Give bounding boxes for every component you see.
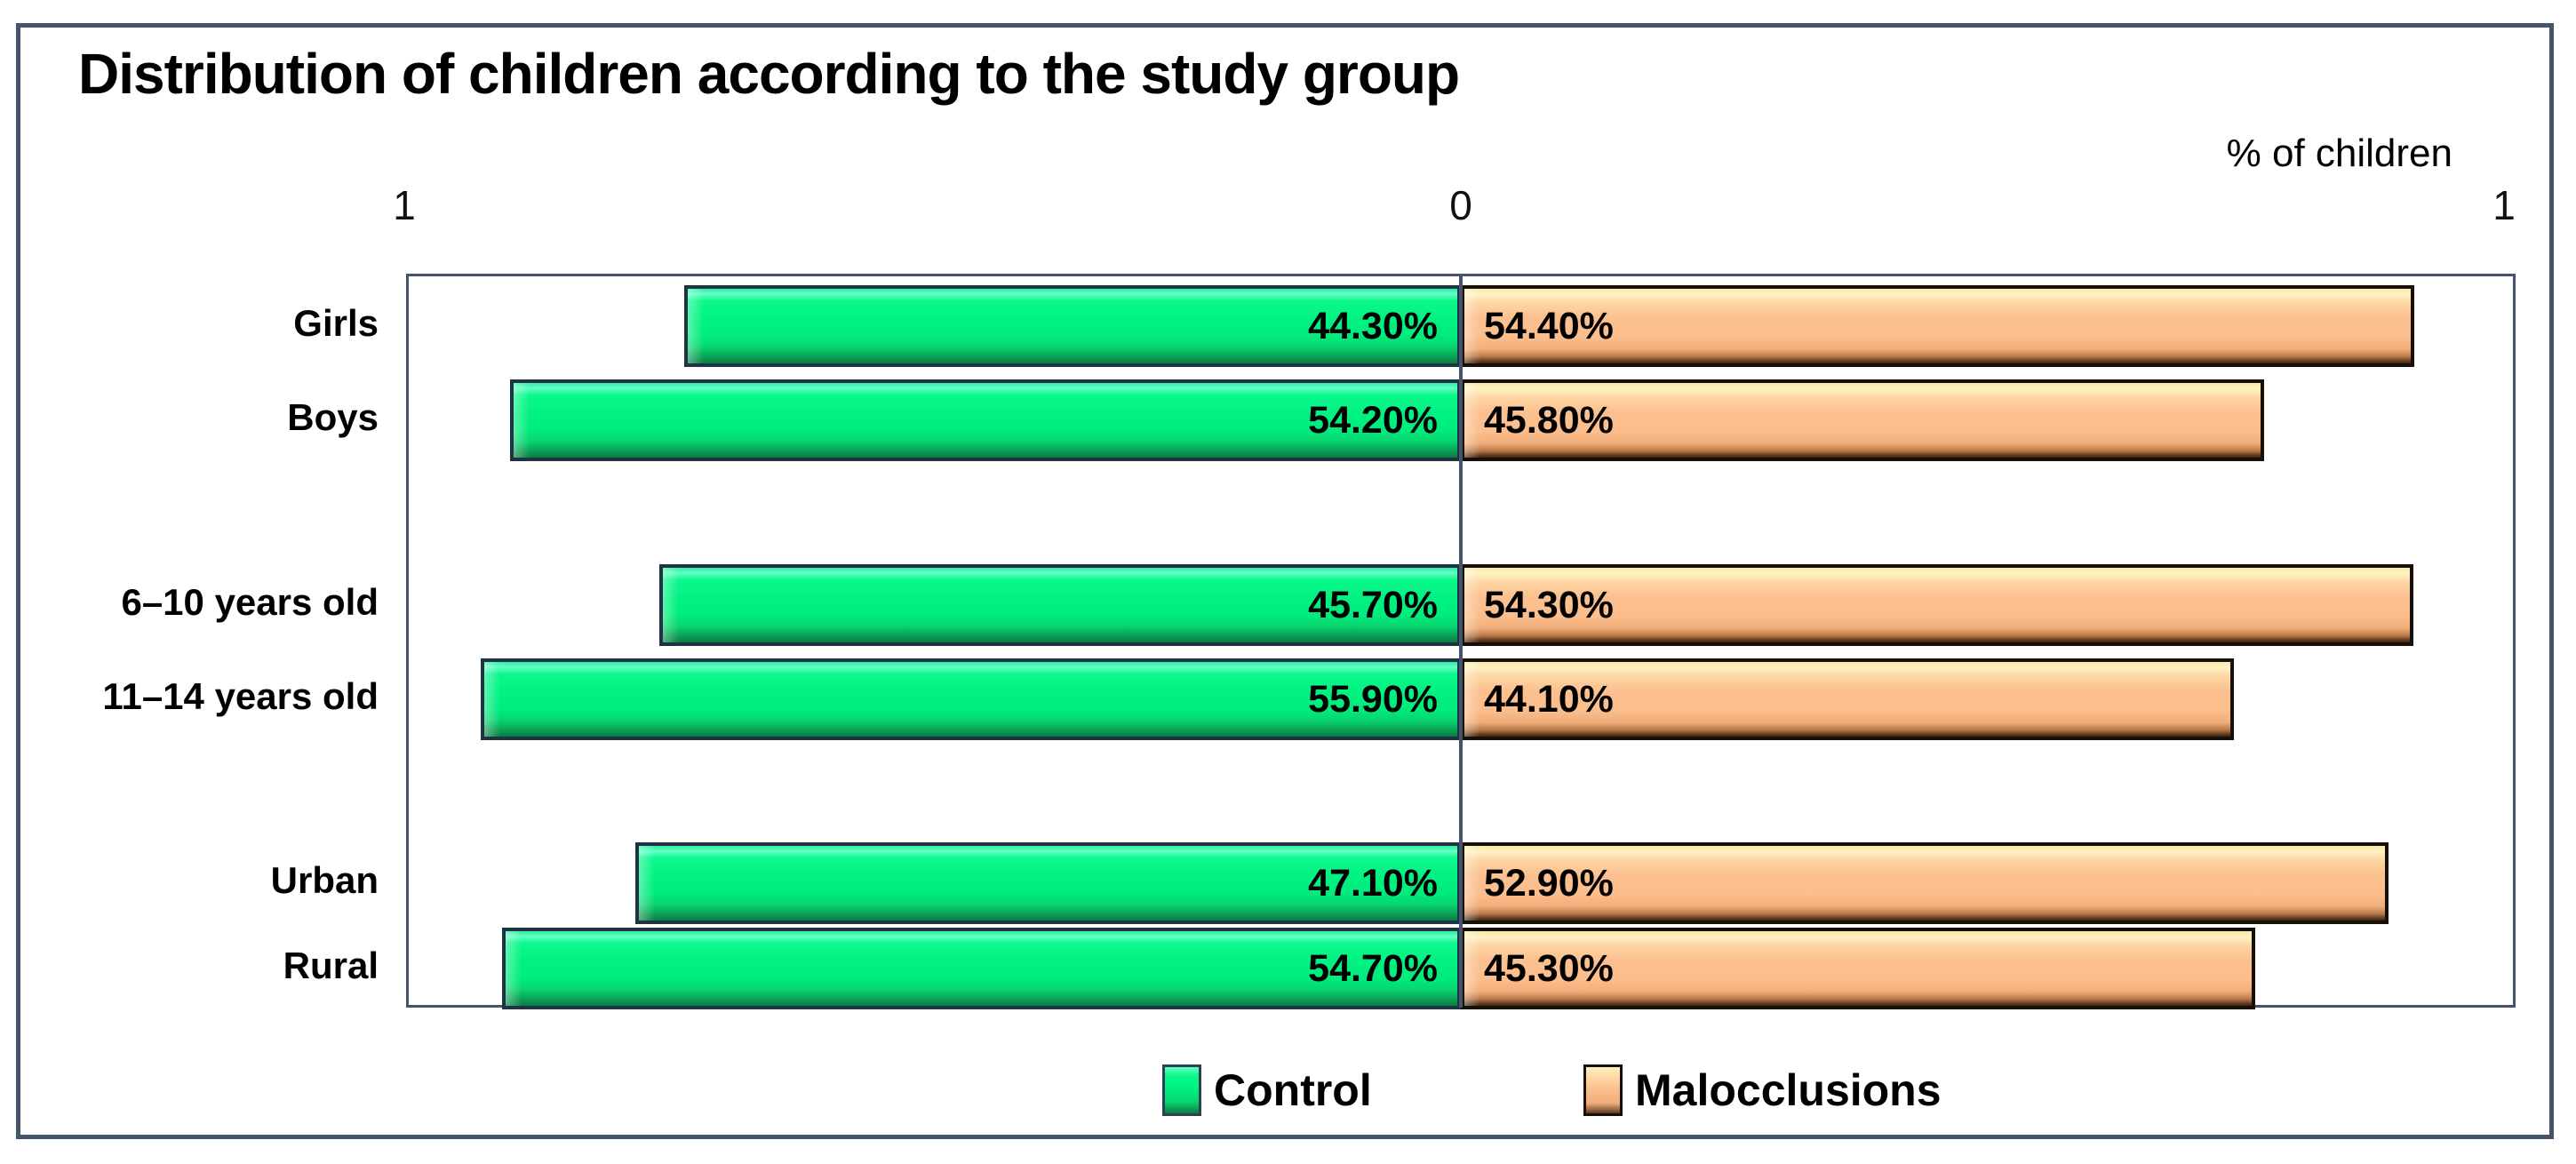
category-label: Urban: [270, 859, 379, 901]
control-value-label: 45.70%: [1308, 583, 1438, 626]
malocclusions-value-label: 44.10%: [1484, 677, 1614, 721]
malocclusions-value-label: 45.30%: [1484, 946, 1614, 990]
malocclusions-legend-label: Malocclusions: [1635, 1065, 1942, 1115]
category-label: 6–10 years old: [121, 581, 379, 623]
axis-tick-left: 1: [393, 182, 416, 228]
plot-area: 44.30% 54.40% 54.20% 45.80% 45.70% 54.30% 55.9…: [406, 274, 2516, 1009]
control-legend-label: Control: [1214, 1065, 1372, 1115]
category-label: 11–14 years old: [102, 675, 379, 717]
axis-tick-center: 0: [1449, 182, 1472, 228]
malocclusions-bar: 54.30%: [1461, 564, 2413, 646]
malocclusions-bar: 54.40%: [1461, 285, 2415, 367]
control-bar: 55.90%: [480, 658, 1461, 740]
malocclusions-legend-swatch: [1583, 1064, 1623, 1116]
malocclusions-value-label: 54.30%: [1484, 583, 1614, 626]
chart-title: Distribution of children according to th…: [78, 42, 1460, 106]
control-value-label: 54.70%: [1308, 946, 1438, 990]
control-value-label: 44.30%: [1308, 304, 1438, 347]
chart-frame: [16, 23, 2554, 1139]
control-value-label: 55.90%: [1308, 677, 1438, 721]
malocclusions-bar: 45.80%: [1461, 379, 2264, 461]
category-label: Rural: [283, 945, 379, 986]
control-value-label: 47.10%: [1308, 861, 1438, 905]
legend-item-malocclusions: Malocclusions: [1583, 1059, 1942, 1121]
control-value-label: 54.20%: [1308, 398, 1438, 442]
malocclusions-bar: 52.90%: [1461, 842, 2389, 924]
control-legend-swatch: [1162, 1064, 1201, 1116]
axis-unit-label: % of children: [2226, 132, 2452, 175]
zero-axis-line: [1459, 274, 1463, 1008]
category-label: Girls: [293, 302, 379, 344]
axis-tick-right: 1: [2492, 182, 2516, 228]
malocclusions-value-label: 52.90%: [1484, 861, 1614, 905]
control-bar: 54.20%: [510, 379, 1461, 461]
control-bar: 47.10%: [634, 842, 1461, 924]
malocclusions-bar: 45.30%: [1461, 928, 2255, 1009]
malocclusions-bar: 44.10%: [1461, 658, 2235, 740]
control-bar: 45.70%: [659, 564, 1461, 646]
malocclusions-value-label: 54.40%: [1484, 304, 1614, 347]
legend-item-control: Control: [1162, 1059, 1372, 1121]
control-bar: 54.70%: [501, 928, 1461, 1009]
category-label: Boys: [287, 396, 379, 438]
control-bar: 44.30%: [683, 285, 1461, 367]
malocclusions-value-label: 45.80%: [1484, 398, 1614, 442]
